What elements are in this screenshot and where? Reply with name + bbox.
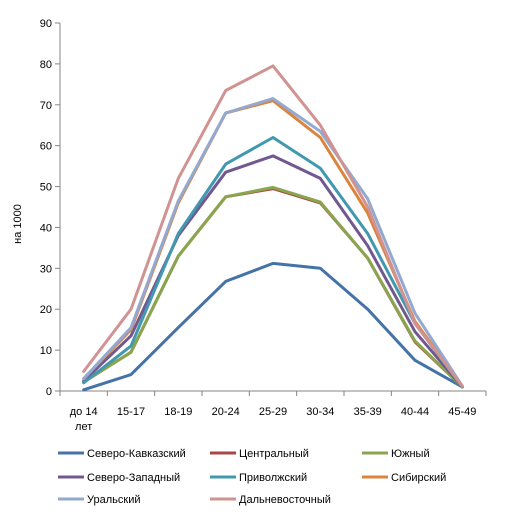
legend-label-1: Центральный: [239, 448, 309, 460]
x-tick-label: 15-17: [117, 406, 145, 418]
y-tick-label: 0: [46, 386, 52, 398]
x-tick-label: 40-44: [401, 406, 429, 418]
y-axis: 0 10 20 30 40 50 60 70 80 90: [40, 18, 61, 398]
legend-label-7: Дальневосточный: [239, 494, 331, 506]
x-tick-label: 35-39: [354, 406, 382, 418]
legend-label-6: Уральский: [87, 494, 140, 506]
legend-label-4: Приволжский: [239, 472, 307, 484]
x-tick-label: 30-34: [306, 406, 334, 418]
legend-label-5: Сибирский: [391, 472, 446, 484]
series-line-4: [82, 136, 464, 389]
series-line-6: [82, 97, 464, 388]
y-tick-label: 30: [40, 263, 52, 275]
series-line-0: [82, 261, 464, 392]
legend-label-2: Южный: [391, 448, 430, 460]
y-tick-label: 20: [40, 304, 52, 316]
series-layer: [82, 64, 464, 392]
series-line-3: [82, 154, 464, 389]
x-tick-label: 25-29: [259, 406, 287, 418]
x-tick-label: 20-24: [212, 406, 240, 418]
y-tick-label: 60: [40, 141, 52, 153]
y-tick-label: 50: [40, 182, 52, 194]
y-axis-title: на 1000: [12, 204, 24, 244]
y-tick-label: 80: [40, 59, 52, 71]
y-tick-label: 10: [40, 345, 52, 357]
legend: Северо-Кавказский Центральный Южный Северо-…: [58, 448, 446, 506]
series-line-5: [82, 99, 464, 388]
series-line-2: [82, 185, 464, 389]
x-tick-label: 45-49: [448, 406, 476, 418]
y-tick-label: 70: [40, 100, 52, 112]
y-tick-label: 90: [40, 18, 52, 30]
y-tick-label: 40: [40, 222, 52, 234]
x-tick-label: лет: [75, 421, 92, 433]
series-line-7: [82, 64, 464, 388]
x-tick-label: 18-19: [164, 406, 192, 418]
legend-label-0: Северо-Кавказский: [87, 448, 186, 460]
x-axis: до 14 лет 15-17 18-19 20-24 25-29 30-34 35-39 40…: [59, 390, 487, 433]
legend-label-3: Северо-Западный: [87, 472, 180, 484]
x-tick-label: до 14: [70, 406, 98, 418]
